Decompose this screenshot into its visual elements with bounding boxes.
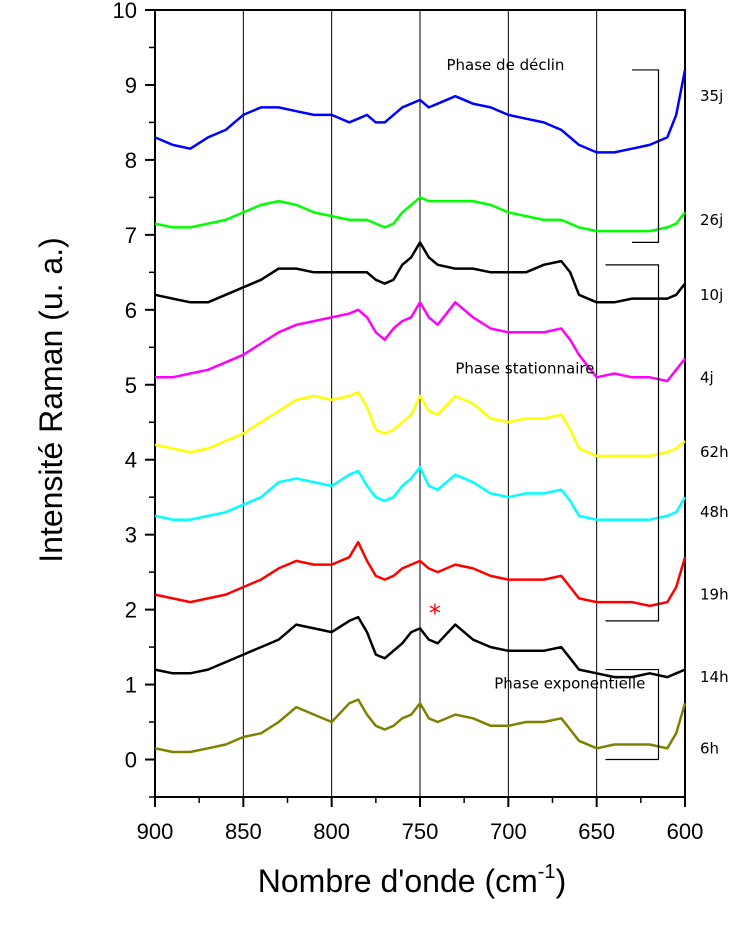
vertical-gridlines xyxy=(242,10,598,797)
series-line-26j xyxy=(154,196,686,233)
phase-annotation-2: Phase exponentielle xyxy=(494,674,645,692)
series-label-48h: 48h xyxy=(700,503,729,521)
y-tick-label-5: 5 xyxy=(125,373,137,398)
x-tick-label-700: 700 xyxy=(490,819,527,844)
phase-annotation-0: Phase de déclin xyxy=(447,56,565,74)
x-tick-label-600: 600 xyxy=(667,819,704,844)
y-tick-label-3: 3 xyxy=(125,523,137,548)
y-axis: 0 1 2 3 4 5 6 7 8 9 10 xyxy=(113,0,155,798)
series-line-35j xyxy=(154,69,687,154)
series-label-62h: 62h xyxy=(700,443,729,461)
series-line-48h xyxy=(154,465,687,521)
series-label-26j: 26j xyxy=(700,211,723,229)
series-line-19h xyxy=(154,540,687,608)
x-tick-label-750: 750 xyxy=(402,819,439,844)
asterisk-marker: * xyxy=(429,599,441,627)
y-tick-label-6: 6 xyxy=(125,298,137,323)
y-tick-label-7: 7 xyxy=(125,223,137,248)
series-labels: 35j 26j 10j 4j 62h 48h 19h 14h 6h xyxy=(700,87,729,757)
x-tick-label-850: 850 xyxy=(225,819,262,844)
y-tick-label-0: 0 xyxy=(125,748,137,773)
peak-marker: * xyxy=(429,599,441,627)
y-axis-title: Intensité Raman (u. a.) xyxy=(33,237,69,562)
x-tick-label-800: 800 xyxy=(313,819,350,844)
plot-area: Phase de déclin Phase stationnaire Phase e… xyxy=(154,9,687,798)
y-tick-label-9: 9 xyxy=(125,73,137,98)
series-line-10j xyxy=(154,241,686,304)
x-tick-label-650: 650 xyxy=(578,819,615,844)
y-tick-label-4: 4 xyxy=(125,448,137,473)
series-label-10j: 10j xyxy=(700,286,723,304)
x-tick-label-900: 900 xyxy=(137,819,174,844)
phase-bracket-0 xyxy=(632,69,660,243)
series-label-6h: 6h xyxy=(700,739,719,757)
series-line-6h xyxy=(154,698,687,754)
series-label-4j: 4j xyxy=(700,368,714,386)
series-line-4j xyxy=(155,301,686,383)
x-axis-title-main: Nombre d'onde (cm xyxy=(258,863,538,899)
series-label-19h: 19h xyxy=(700,586,729,604)
y-tick-label-1: 1 xyxy=(125,673,137,698)
x-axis: 900 850 800 750 700 650 600 xyxy=(137,797,704,844)
phase-bracket-2 xyxy=(605,668,660,761)
x-axis-title-superscript: -1 xyxy=(538,861,556,883)
phase-annotation-1: Phase stationnaire xyxy=(455,360,594,378)
phase-annotations: Phase de déclin Phase stationnaire Phase e… xyxy=(447,56,646,692)
y-tick-label-8: 8 xyxy=(125,148,137,173)
phase-bracket-1 xyxy=(605,264,660,622)
x-axis-title: Nombre d'onde (cm-1) xyxy=(258,861,566,899)
series-lines xyxy=(154,69,687,754)
series-line-14h xyxy=(154,615,686,679)
series-line-62h xyxy=(154,391,686,458)
y-tick-label-2: 2 xyxy=(125,598,137,623)
series-label-14h: 14h xyxy=(700,668,729,686)
series-label-35j: 35j xyxy=(700,87,723,105)
x-axis-title-close: ) xyxy=(556,863,567,899)
phase-brackets xyxy=(605,69,660,761)
y-tick-label-10: 10 xyxy=(113,0,137,23)
